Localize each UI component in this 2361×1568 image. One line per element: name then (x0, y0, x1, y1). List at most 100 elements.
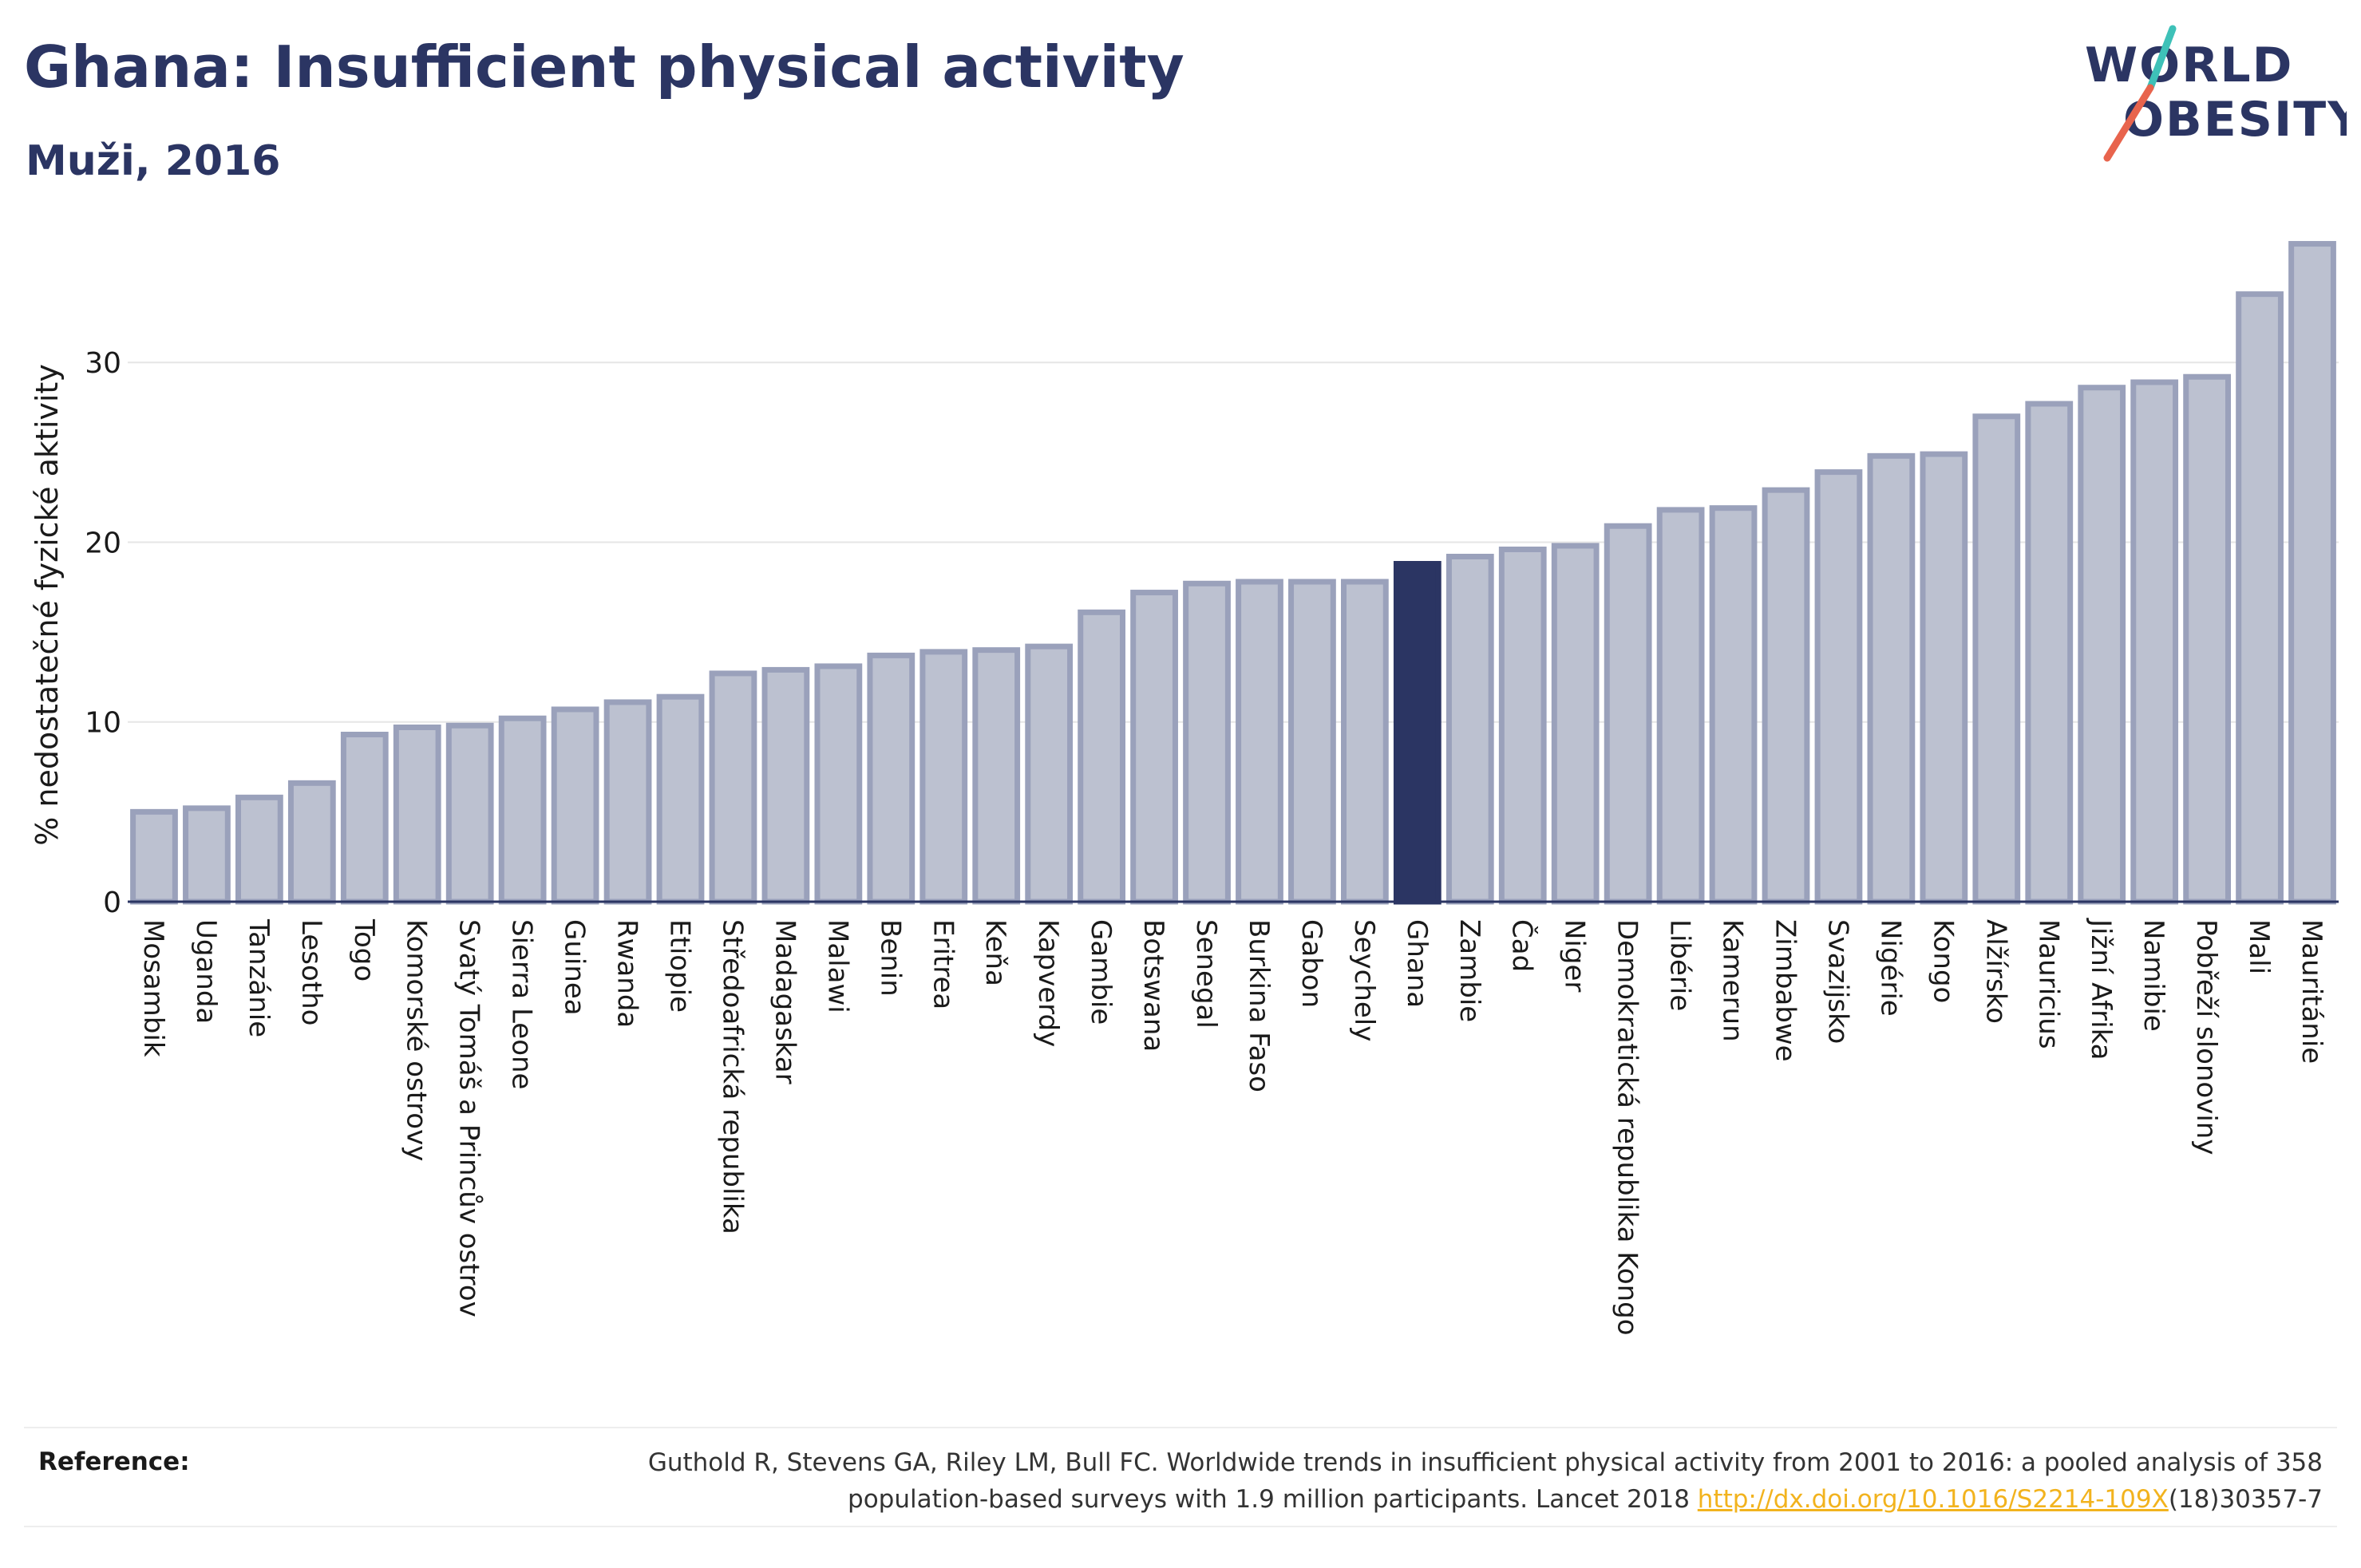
x-tick-label: Benin (874, 919, 906, 997)
y-axis-label: % nedostatečné fyzické aktivity (30, 364, 65, 846)
bar-uganda (183, 805, 231, 905)
bar-benin (867, 652, 916, 905)
bar-ghana (1393, 561, 1442, 905)
x-tick-label: Svatý Tomáš a Princův ostrov (453, 919, 485, 1317)
x-tick-label: Kamerun (1717, 919, 1749, 1042)
bar-rwanda (603, 699, 652, 905)
world-obesity-logo: WORLD OBESITY (2085, 25, 2347, 162)
bar-pobřeží-slonoviny (2183, 373, 2231, 905)
bar-lesotho (287, 780, 336, 905)
reference-top-rule (24, 1427, 2337, 1428)
x-tick-label: Mosambik (137, 919, 169, 1057)
x-tick-label: Gambie (1085, 919, 1117, 1025)
x-tick-label: Zimbabwe (1770, 919, 1801, 1062)
bar-mali (2236, 291, 2284, 905)
x-tick-label: Etiopie (664, 919, 696, 1013)
x-tick-label: Namibie (2138, 919, 2169, 1032)
bar-alžírsko (1972, 413, 2021, 905)
x-tick-label: Malawi (821, 919, 853, 1013)
reference-text: Guthold R, Stevens GA, Riley LM, Bull FC… (487, 1444, 2323, 1518)
reference-bottom-rule (24, 1526, 2337, 1527)
x-tick-label: Seychely (1348, 919, 1380, 1041)
chart-subtitle: Muži, 2016 (26, 137, 281, 185)
x-tick-label: Guinea (559, 919, 591, 1016)
x-tick-label: Burkina Faso (1243, 919, 1275, 1092)
logo-line2: OBESITY (2123, 92, 2347, 148)
reference-doi-link[interactable]: http://dx.doi.org/10.1016/S2214-109X (1697, 1485, 2169, 1514)
bar-kapverdy (1025, 643, 1074, 905)
bar-zimbabwe (1762, 487, 1810, 905)
bar-kongo (1920, 451, 1968, 905)
reference-line2: population-based surveys with 1.9 millio… (848, 1485, 1698, 1514)
bar-madagaskar (761, 666, 810, 905)
x-tick-label: Togo (348, 918, 380, 981)
chart-title: Ghana: Insufficient physical activity (24, 34, 1184, 101)
reference-label: Reference: (38, 1448, 190, 1476)
x-tick-label: Libérie (1664, 919, 1696, 1011)
x-tick-label: Eritrea (927, 919, 959, 1009)
bar-demokratická-republika-kongo (1604, 523, 1652, 905)
x-tick-label: Sierra Leone (506, 919, 538, 1089)
x-tick-label: Mauritánie (2296, 919, 2327, 1064)
x-tick-label: Mauricius (2032, 919, 2064, 1049)
logo-slash-teal (2146, 25, 2177, 92)
y-tick-label: 30 (85, 347, 121, 380)
bar-libérie (1656, 507, 1705, 905)
bar-keňa (972, 647, 1021, 905)
y-tick-label: 20 (85, 527, 121, 559)
x-tick-label: Niger (1559, 919, 1591, 992)
y-tick-label: 10 (85, 707, 121, 740)
bar-malawi (814, 663, 863, 905)
bar-guinea (551, 706, 599, 905)
x-tick-label: Nigérie (1874, 919, 1906, 1017)
bar-čad (1498, 546, 1547, 905)
reference-line1: Guthold R, Stevens GA, Riley LM, Bull FC… (647, 1448, 2323, 1477)
x-tick-label: Zambie (1453, 919, 1485, 1022)
bar-zambie (1445, 553, 1494, 905)
bar-svatý-tomáš-a-princův-ostrov (445, 722, 494, 905)
bar-tanzánie (235, 794, 283, 905)
x-tick-label: Kapverdy (1032, 919, 1064, 1047)
bar-chart: 0 10 20 30 Mosambik Uganda Tanzánie Lesotho Tog… (30, 241, 2339, 1336)
gridlines (128, 361, 2339, 723)
x-tick-label: Uganda (190, 919, 222, 1024)
bar-sierra-leone (498, 715, 547, 905)
bar-jižní-afrika (2078, 385, 2126, 905)
x-tick-label: Lesotho (295, 919, 327, 1025)
x-tick-label: Kongo (1927, 919, 1959, 1003)
x-tick-label: Komorské ostrovy (401, 919, 433, 1161)
y-tick-labels: 0 10 20 30 (85, 347, 121, 919)
x-tick-label: Rwanda (611, 919, 643, 1028)
bar-togo (340, 732, 389, 905)
x-tick-label: Ghana (1401, 919, 1433, 1008)
bar-namibie (2130, 379, 2179, 905)
x-tick-label: Tanzánie (243, 918, 275, 1037)
bar-kamerun (1709, 505, 1758, 905)
bar-komorské-ostrovy (393, 724, 441, 905)
bar-svazijsko (1814, 469, 1863, 905)
bar-burkina-faso (1236, 579, 1283, 905)
bars (130, 241, 2336, 905)
x-tick-label: Čad (1506, 919, 1539, 972)
x-tick-label: Keňa (979, 919, 1011, 986)
bar-nigérie (1867, 452, 1916, 905)
logo-slash-coral (2103, 84, 2154, 162)
x-tick-label: Středoafrická republika (716, 919, 748, 1234)
x-tick-label: Madagaskar (769, 919, 801, 1084)
bar-mauritánie (2288, 241, 2336, 905)
x-tick-label: Botswana (1137, 919, 1169, 1052)
x-tick-label: Senegal (1190, 919, 1222, 1029)
bar-gambie (1078, 609, 1125, 905)
bar-niger (1551, 543, 1600, 905)
bar-botswana (1130, 590, 1178, 905)
x-tick-label: Mali (2243, 919, 2275, 974)
y-tick-label: 0 (103, 887, 121, 919)
reference-line2-end: (18)30357-7 (2168, 1485, 2323, 1514)
bar-seychely (1341, 579, 1389, 905)
x-tick-label: Pobřeží slonoviny (2190, 919, 2222, 1155)
x-tick-label: Gabon (1295, 919, 1327, 1008)
bar-etiopie (656, 693, 705, 905)
x-tick-label: Jižní Afrika (2085, 918, 2117, 1060)
x-tick-labels: Mosambik Uganda Tanzánie Lesotho Togo Komorsk… (137, 918, 2327, 1336)
logo-line1: WORLD (2085, 38, 2293, 93)
